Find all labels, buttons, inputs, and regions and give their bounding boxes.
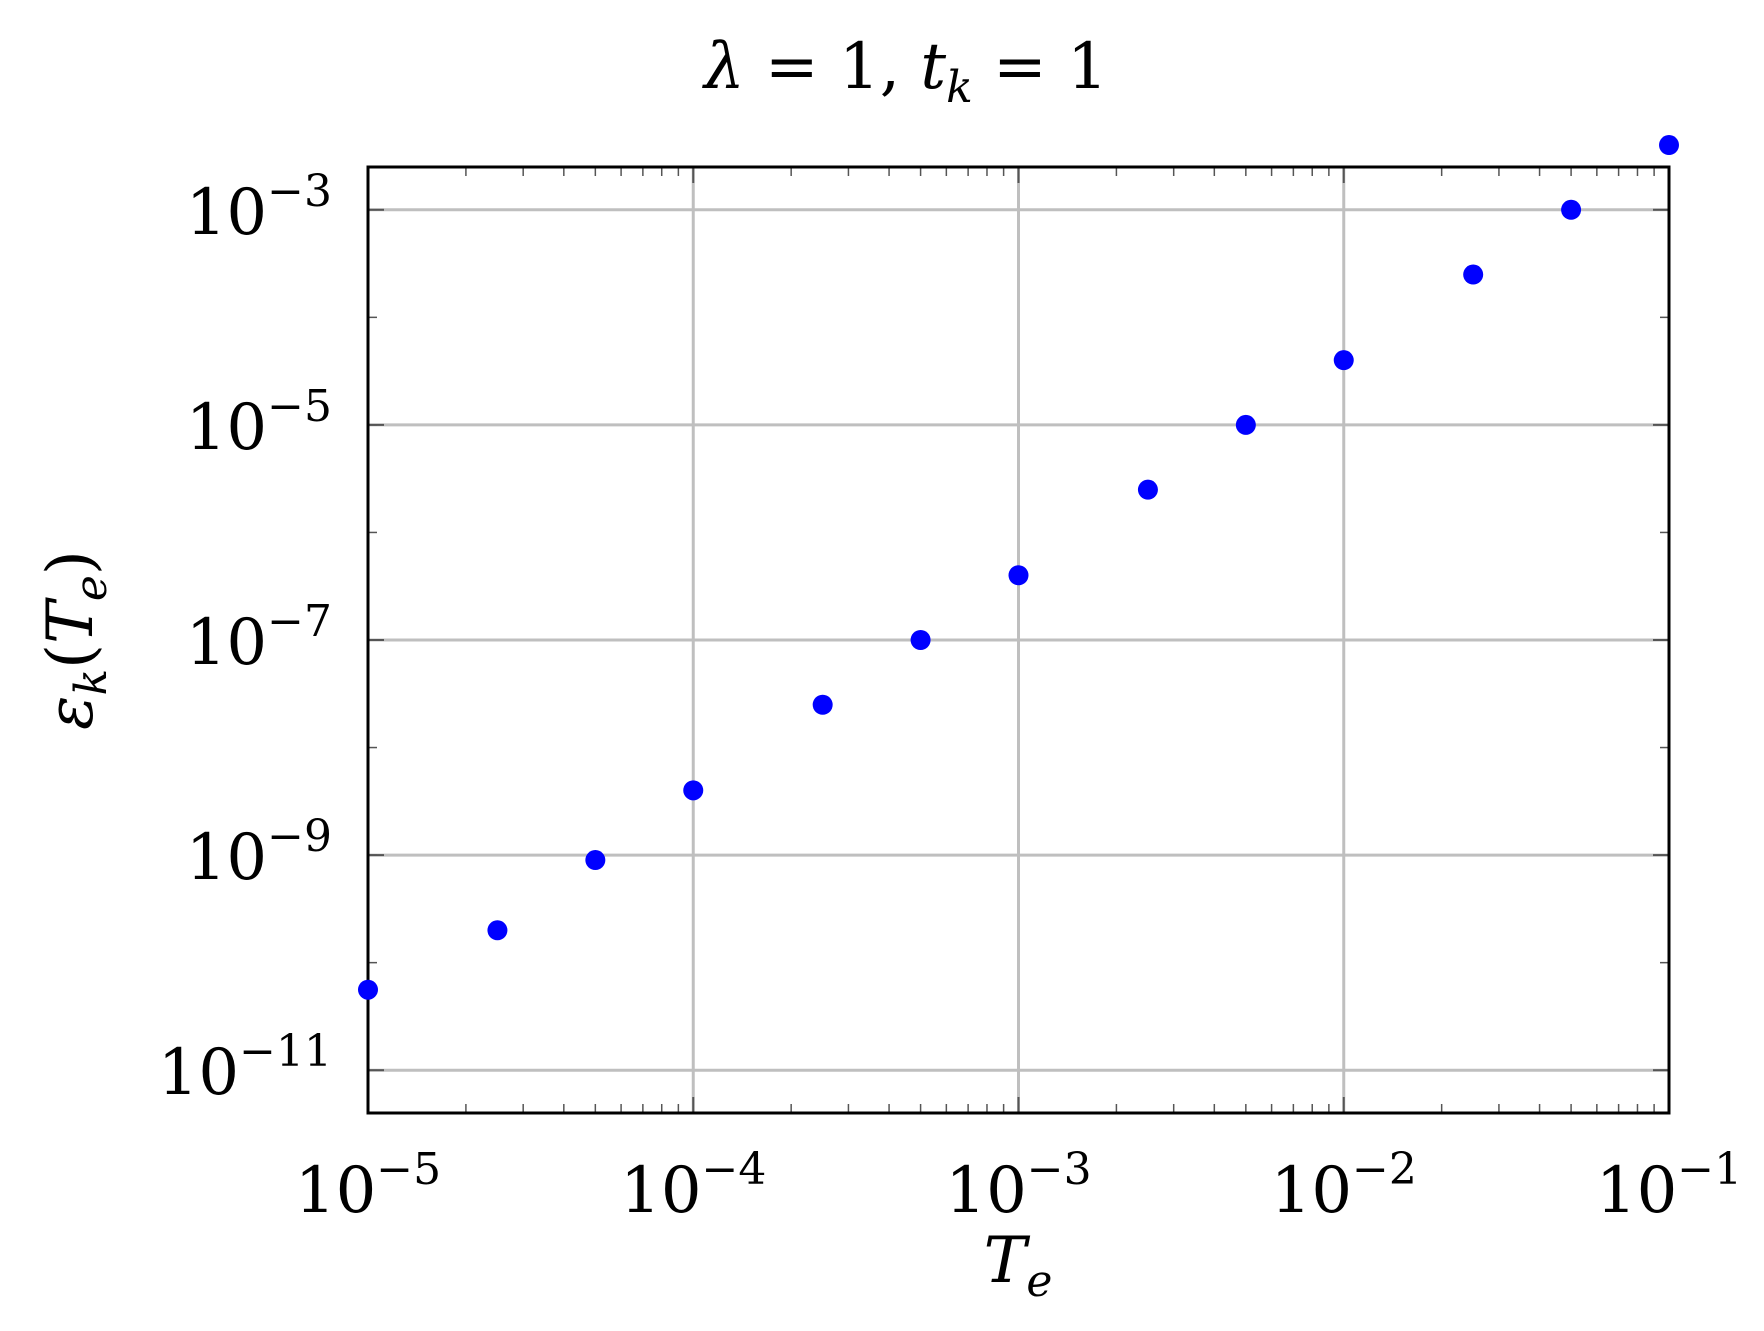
title-t: t	[920, 30, 946, 104]
x-tick-label-exp: −2	[1352, 1144, 1417, 1195]
y-tick-label-base: 10	[186, 391, 267, 465]
x-tick-label-base: 10	[1271, 1154, 1352, 1228]
data-point	[1561, 199, 1582, 220]
x-tick-label-exp: −3	[1027, 1144, 1092, 1195]
grid	[366, 167, 1671, 1113]
data-point	[487, 920, 508, 941]
plot-frame	[366, 165, 1671, 1115]
y-tick-label: 10−3	[186, 166, 332, 250]
y-axis-label: εk(Te)	[34, 550, 117, 730]
x-tick-label: 10−5	[295, 1144, 441, 1228]
data-points	[358, 135, 1679, 1000]
x-axis-label-base: T	[984, 1224, 1031, 1298]
y-tick-label-exp: −5	[267, 381, 332, 432]
data-point	[1235, 414, 1256, 435]
y-axis-label-arg-sub: e	[66, 575, 117, 601]
y-tick-label-exp: −11	[239, 1026, 332, 1077]
y-axis-label-close: )	[34, 550, 108, 575]
title-t-sub: k	[946, 62, 973, 113]
y-tick-label: 10−9	[186, 811, 332, 895]
y-tick-label-exp: −7	[267, 596, 332, 647]
x-axis-label: Te	[984, 1224, 1053, 1307]
x-tick-label-exp: −4	[702, 1144, 767, 1195]
y-tick-label-base: 10	[186, 176, 267, 250]
x-tick-label: 10−1	[1596, 1144, 1742, 1228]
y-axis-label-open: (	[34, 644, 108, 669]
data-point	[910, 630, 931, 650]
x-tick-label-base: 10	[295, 1154, 376, 1228]
x-axis-label-sub: e	[1026, 1256, 1052, 1307]
x-tick-label: 10−3	[945, 1144, 1091, 1228]
title-lambda: λ	[701, 30, 745, 104]
y-tick-label-exp: −3	[267, 166, 332, 217]
y-tick-label: 10−5	[186, 381, 332, 465]
y-tick-label-base: 10	[158, 1036, 239, 1110]
x-tick-label-exp: −1	[1677, 1144, 1742, 1195]
y-tick-label-base: 10	[186, 606, 267, 680]
y-axis-label-arg: T	[34, 597, 108, 644]
data-point	[358, 979, 378, 1000]
y-tick-label: 10−11	[158, 1026, 332, 1110]
x-tick-label-exp: −5	[376, 1144, 441, 1195]
x-tick-labels: 10−5 10−4 10−3 10−2 10−1	[295, 1144, 1742, 1228]
chart-title: λ = 1, tk = 1	[701, 30, 1108, 113]
y-axis-label-base: ε	[34, 696, 108, 730]
data-point	[1659, 135, 1679, 156]
x-tick-label: 10−2	[1271, 1144, 1417, 1228]
y-tick-label-base: 10	[186, 821, 267, 895]
data-point	[1137, 479, 1158, 500]
title-eq2: = 1	[973, 30, 1108, 104]
data-point	[585, 850, 606, 871]
x-tick-label-base: 10	[1596, 1154, 1677, 1228]
data-point	[812, 694, 833, 715]
data-point	[1333, 350, 1354, 371]
y-axis-label-sub: k	[66, 669, 117, 696]
data-point	[1463, 264, 1484, 285]
y-tick-label-exp: −9	[267, 811, 332, 862]
x-tick-label-base: 10	[620, 1154, 701, 1228]
x-tick-label-base: 10	[945, 1154, 1026, 1228]
data-point	[683, 780, 704, 801]
y-tick-label: 10−7	[186, 596, 332, 680]
title-eq1: = 1,	[745, 30, 921, 104]
x-tick-label: 10−4	[620, 1144, 766, 1228]
data-point	[1008, 565, 1029, 586]
